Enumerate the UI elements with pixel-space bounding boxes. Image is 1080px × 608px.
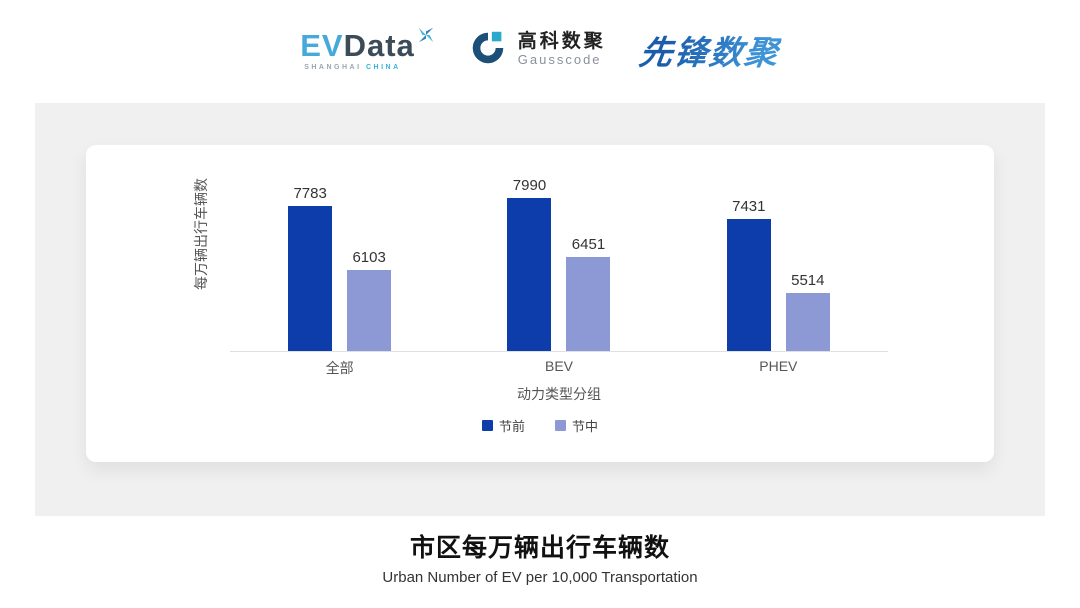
bar-column: 5514 xyxy=(785,272,830,351)
evdata-tagline: SHANGHAI CHINA xyxy=(304,64,400,71)
gausscode-en-text: Gausscode xyxy=(517,52,602,68)
legend-item[interactable]: 节前 xyxy=(481,416,525,435)
evdata-shanghai-text: SHANGHAI xyxy=(304,63,362,71)
chart-card: 每万辆出行车辆数 7783 6103 7990 6451 7431 5514 全部 BEV P… xyxy=(86,145,994,462)
gausscode-logo: 高科数聚 Gausscode xyxy=(467,27,606,74)
gausscode-g-icon xyxy=(467,27,509,74)
bar-value-label: 7431 xyxy=(732,198,766,215)
legend-label: 节前 xyxy=(498,419,525,434)
evdata-ev-text: EV xyxy=(300,27,344,63)
category-labels: 全部 BEV PHEV xyxy=(230,358,888,378)
bar-column: 7431 xyxy=(726,198,771,351)
bar-value-label: 6451 xyxy=(571,236,606,253)
legend-item[interactable]: 节中 xyxy=(555,416,598,435)
bar-group: 7431 5514 xyxy=(669,187,888,351)
header: EVData SHANGHAI CHINA 高科数聚 Gausscode 先锋数… xyxy=(0,0,1080,100)
page-title: 市区每万辆出行车辆数 xyxy=(409,534,670,562)
bar[interactable] xyxy=(288,206,333,351)
bar-column: 7990 xyxy=(507,177,552,351)
category-label: PHEV xyxy=(759,358,798,374)
legend-swatch xyxy=(481,420,493,431)
bar[interactable] xyxy=(507,198,552,351)
bar-value-label: 5514 xyxy=(791,272,825,289)
y-axis-label: 每万辆出行车辆数 xyxy=(193,178,209,290)
bar-value-label: 7783 xyxy=(293,185,327,202)
legend-swatch xyxy=(555,420,566,431)
bar[interactable] xyxy=(726,219,771,351)
footer: 市区每万辆出行车辆数 Urban Number of EV per 10,000… xyxy=(0,528,1080,586)
chart-panel: 每万辆出行车辆数 7783 6103 7990 6451 7431 5514 全部 BEV P… xyxy=(35,103,1045,516)
evdata-logo: EVData SHANGHAI CHINA xyxy=(300,27,433,71)
evdata-data-text: Data xyxy=(343,27,415,63)
bar-group: 7783 6103 xyxy=(230,185,449,351)
legend-label: 节中 xyxy=(572,419,599,434)
evdata-logo-text: EVData xyxy=(300,27,433,63)
bar[interactable] xyxy=(566,257,611,351)
page-subtitle: Urban Number of EV per 10,000 Transporta… xyxy=(382,569,698,586)
pinwheel-icon xyxy=(417,16,435,51)
bar-column: 7783 xyxy=(288,185,333,351)
bar[interactable] xyxy=(347,270,392,351)
gausscode-cn-text: 高科数聚 xyxy=(517,31,606,53)
bar-value-label: 7990 xyxy=(512,177,547,194)
evdata-china-text: CHINA xyxy=(366,63,401,71)
x-axis-label: 动力类型分组 xyxy=(517,386,601,402)
category-label: 全部 xyxy=(325,360,354,376)
bar-group: 7990 6451 xyxy=(449,177,668,351)
bar-column: 6103 xyxy=(347,249,392,351)
plot-area: 7783 6103 7990 6451 7431 5514 xyxy=(230,177,888,352)
category-label: BEV xyxy=(544,358,573,374)
pioneer-logo: 先锋数聚 xyxy=(636,26,783,74)
bar-value-label: 6103 xyxy=(352,249,386,266)
bar[interactable] xyxy=(785,293,830,351)
bar-column: 6451 xyxy=(566,236,611,351)
legend: 节前 节中 xyxy=(86,416,994,435)
